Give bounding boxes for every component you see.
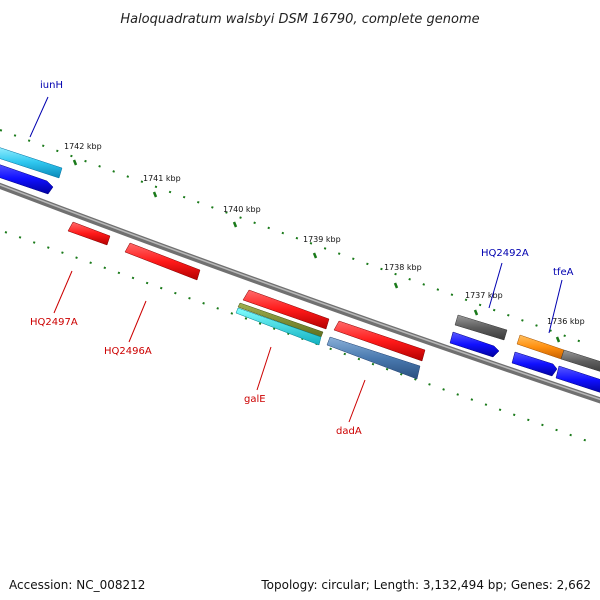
major-tick-1738 xyxy=(393,282,399,289)
label-galE: galE xyxy=(244,394,266,405)
leader-dadA xyxy=(348,379,366,423)
gene-dadA[interactable] xyxy=(333,320,426,362)
tick-label-1737: 1737 kbp xyxy=(465,291,503,300)
major-tick-1736 xyxy=(555,336,561,343)
label-dadA: dadA xyxy=(336,426,362,437)
major-tick-1739 xyxy=(312,252,318,259)
cds-dadA[interactable] xyxy=(326,336,421,380)
gene-tfeA-adjacent[interactable] xyxy=(560,349,600,373)
leader-galE xyxy=(256,346,272,391)
gene-galE[interactable] xyxy=(242,289,330,330)
cds-tfeA[interactable] xyxy=(511,351,558,377)
map-title: Haloquadratum walsbyi DSM 16790, complet… xyxy=(120,12,479,27)
major-ticks xyxy=(72,159,561,343)
label-leaders xyxy=(29,96,563,423)
accession-text: Accession: NC_008212 xyxy=(9,578,146,592)
tick-label-1736: 1736 kbp xyxy=(547,317,585,326)
gene-HQ2492A[interactable] xyxy=(454,314,508,341)
gene-iunH[interactable] xyxy=(0,146,63,179)
leader-HQ2496A xyxy=(128,300,147,343)
tick-label-1740: 1740 kbp xyxy=(223,205,261,214)
gene-HQ2496A[interactable] xyxy=(124,242,201,281)
cds-iunH[interactable] xyxy=(0,163,54,195)
leader-iunH xyxy=(29,96,49,138)
major-tick-1737 xyxy=(473,309,479,316)
leader-tfeA xyxy=(548,279,563,334)
major-tick-1741 xyxy=(152,191,158,198)
tick-label-1742: 1742 kbp xyxy=(64,142,102,151)
cds-HQ2492A[interactable] xyxy=(449,331,500,358)
cds-tfeA-adjacent[interactable] xyxy=(555,365,600,394)
tick-label-1738: 1738 kbp xyxy=(384,263,422,272)
backbone-highlight xyxy=(0,184,600,401)
major-tick-1742 xyxy=(72,159,78,166)
tick-label-1739: 1739 kbp xyxy=(303,235,341,244)
tick-label-1741: 1741 kbp xyxy=(143,174,181,183)
major-tick-1740 xyxy=(232,221,238,228)
genome-summary-text: Topology: circular; Length: 3,132,494 bp… xyxy=(261,578,591,592)
leader-HQ2497A xyxy=(53,270,73,314)
label-HQ2492A: HQ2492A xyxy=(481,248,529,259)
label-iunH: iunH xyxy=(40,80,63,91)
cds-galE[interactable] xyxy=(235,307,322,346)
label-HQ2497A: HQ2497A xyxy=(30,317,78,328)
rna-galE[interactable] xyxy=(237,302,324,338)
label-tfeA: tfeA xyxy=(553,267,574,278)
genome-backbone xyxy=(0,182,600,404)
leader-HQ2492A xyxy=(488,262,503,309)
label-HQ2496A: HQ2496A xyxy=(104,346,152,357)
gene-HQ2497A[interactable] xyxy=(67,221,111,246)
